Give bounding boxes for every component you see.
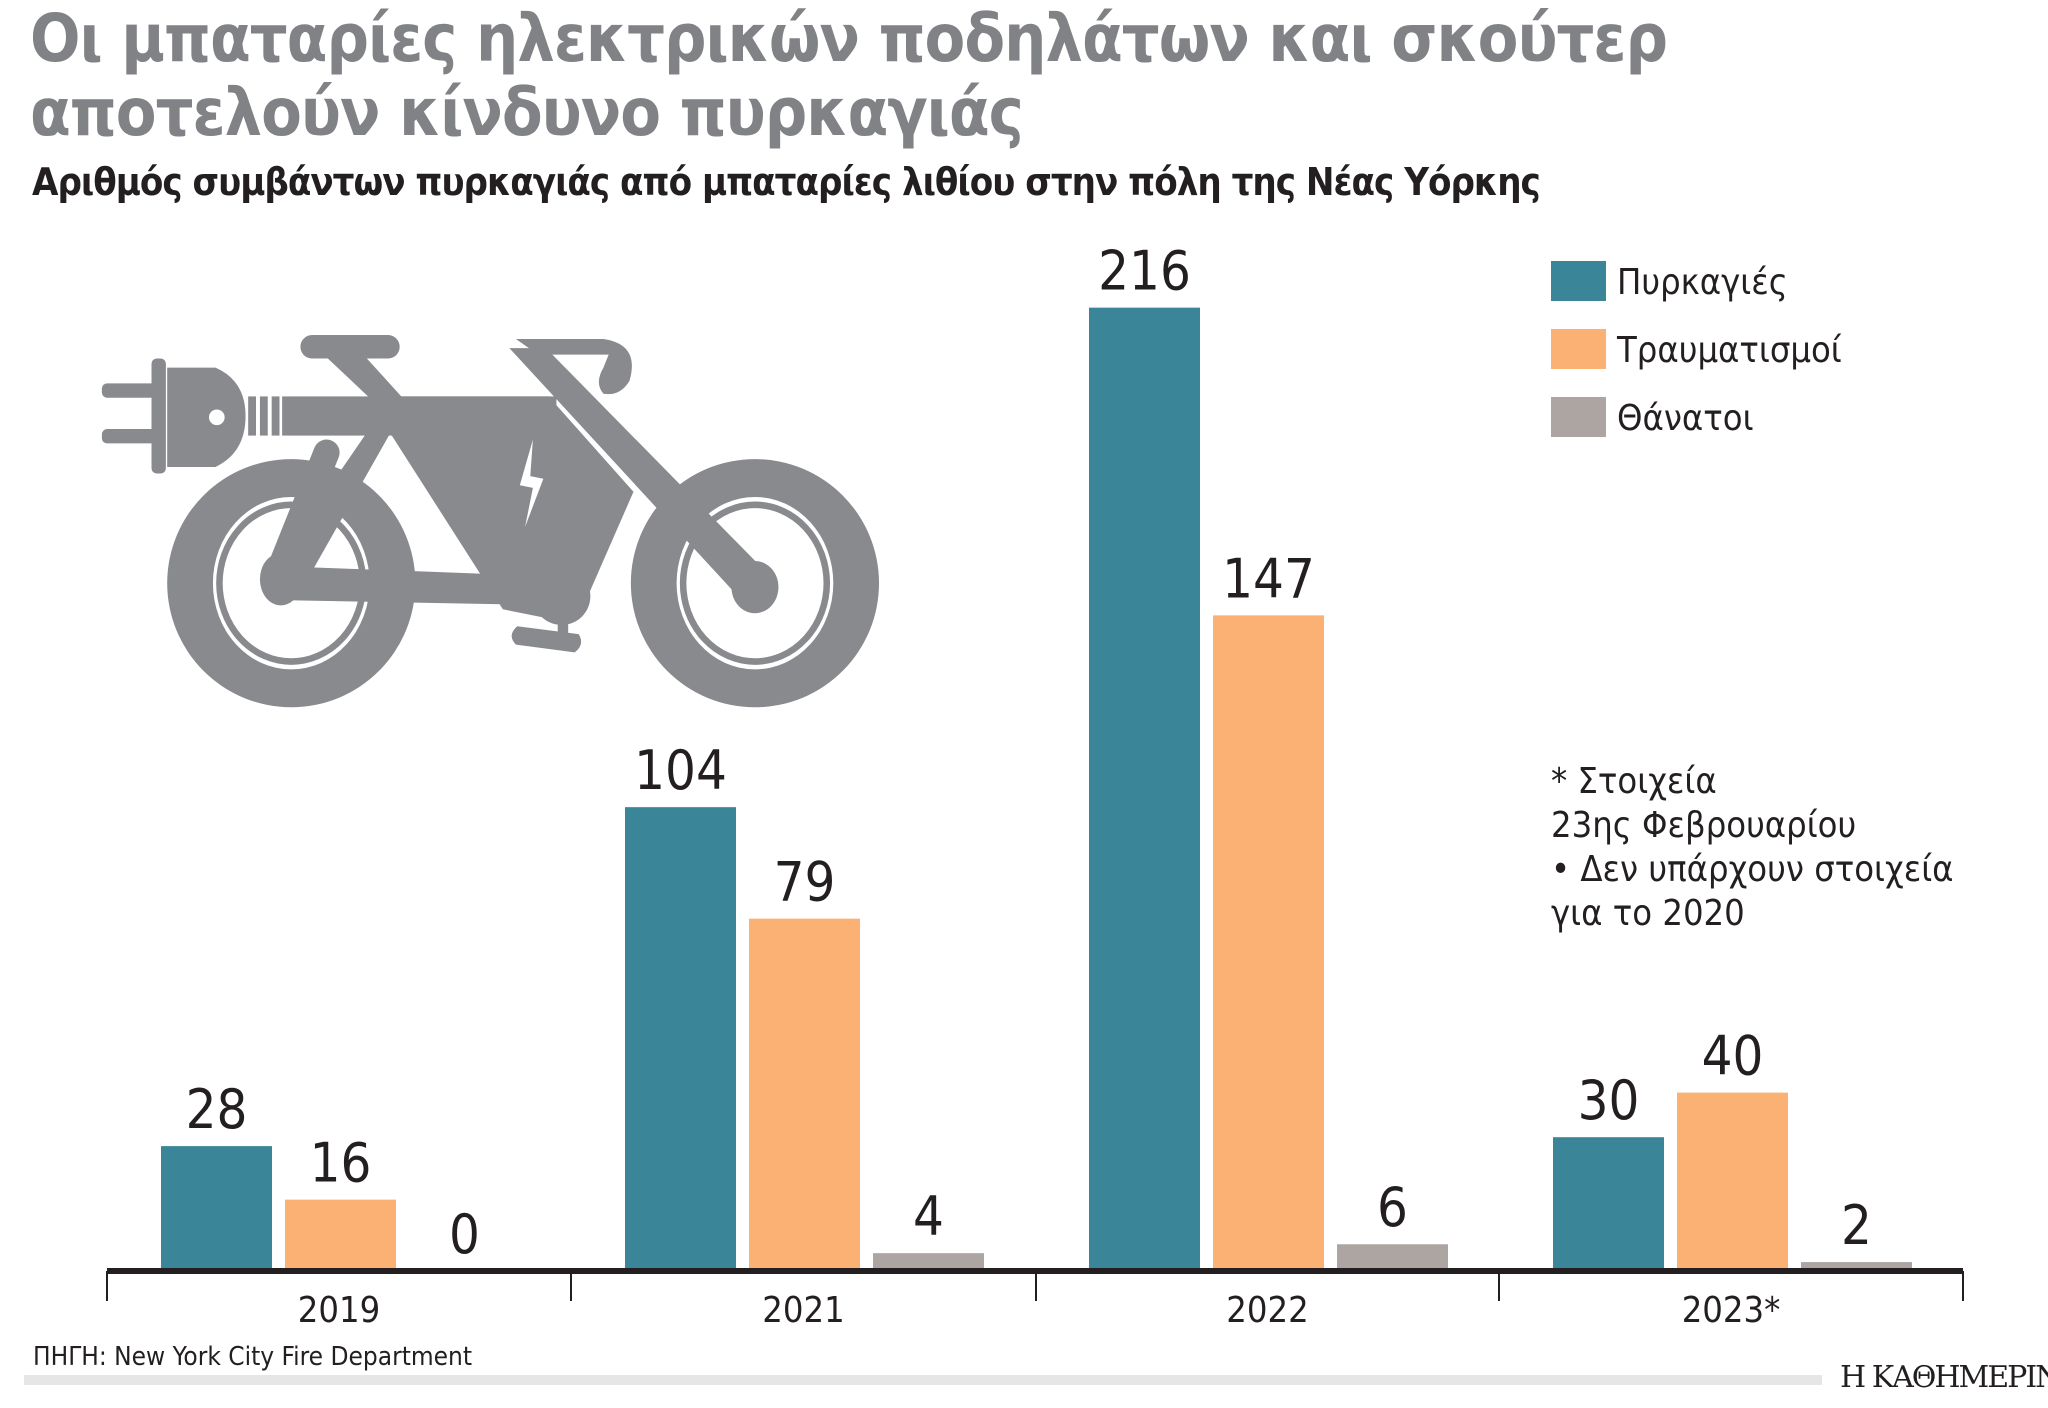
data-label: 4	[913, 1185, 944, 1248]
bar-2022-3	[1337, 1244, 1448, 1271]
data-label: 104	[634, 739, 727, 802]
bar-2019-1	[161, 1146, 272, 1271]
footnote-line: για το 2020	[1551, 893, 1745, 934]
data-label: 79	[774, 851, 836, 914]
publisher-logo: Η ΚΑΘΗΜΕΡΙΝΗ	[1840, 1360, 2048, 1395]
source-note: ΠΗΓΗ: New York City Fire Department	[33, 1342, 473, 1372]
data-label: 40	[1702, 1025, 1764, 1088]
chart-title-line-2: αποτελούν κίνδυνο πυρκαγιάς	[30, 74, 1024, 151]
bar-2019-2	[285, 1199, 396, 1271]
bar-2021-2	[749, 918, 860, 1271]
footer-divider	[24, 1375, 1822, 1385]
bar-2023-1	[1553, 1137, 1664, 1271]
legend-swatch	[1551, 261, 1606, 301]
bar-2022-1	[1089, 307, 1200, 1271]
bar-2023-3	[1801, 1262, 1912, 1271]
chart-subtitle: Αριθμός συμβάντων πυρκαγιάς από μπαταρίε…	[32, 160, 1541, 204]
data-label: 2	[1841, 1194, 1872, 1257]
data-label: 16	[310, 1132, 372, 1195]
bar-2022-2	[1213, 615, 1324, 1271]
data-label: 28	[186, 1078, 248, 1141]
legend-swatch	[1551, 329, 1606, 369]
legend-swatch	[1551, 397, 1606, 437]
data-label: 30	[1578, 1069, 1640, 1132]
x-tick-label: 2019	[298, 1290, 380, 1331]
data-label: 216	[1098, 240, 1191, 303]
data-label: 147	[1222, 547, 1315, 610]
legend-label: Πυρκαγιές	[1617, 262, 1788, 303]
bar-2023-2	[1677, 1092, 1788, 1271]
footnote-line: * Στοιχεία	[1551, 761, 1717, 802]
bar-2021-1	[625, 807, 736, 1271]
chart-title-line-1: Οι μπαταρίες ηλεκτρικών ποδηλάτων και σκ…	[30, 0, 1668, 77]
x-tick-label: 2021	[762, 1290, 844, 1331]
x-tick-label: 2023*	[1682, 1290, 1781, 1331]
data-label: 0	[449, 1203, 480, 1266]
x-tick-label: 2022	[1226, 1290, 1308, 1331]
legend-label: Τραυματισμοί	[1616, 330, 1842, 371]
footnote-line: • Δεν υπάρχουν στοιχεία	[1551, 849, 1954, 890]
data-label: 6	[1377, 1176, 1408, 1239]
footnote-line: 23ης Φεβρουαρίου	[1551, 805, 1856, 846]
legend-label: Θάνατοι	[1617, 398, 1754, 439]
bar-2021-3	[873, 1253, 984, 1271]
